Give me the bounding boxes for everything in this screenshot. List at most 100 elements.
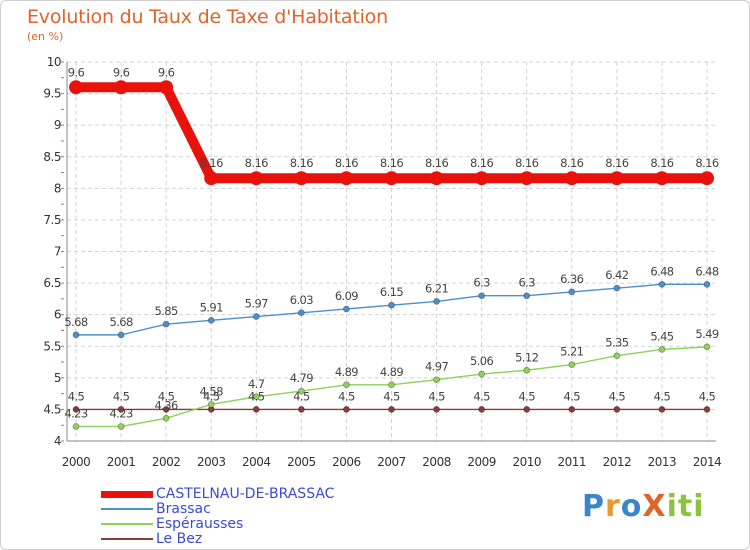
data-label-0: 8.16 <box>290 156 313 170</box>
data-label-3: 4.5 <box>518 389 535 403</box>
data-label-0: 9.6 <box>68 65 85 79</box>
data-point-3 <box>162 406 170 413</box>
x-tick-label: 2012 <box>603 455 632 469</box>
y-tick-label: 10 <box>47 55 61 69</box>
data-label-1: 6.36 <box>560 272 583 286</box>
x-tick-label: 2000 <box>62 455 91 469</box>
legend-item-brassac[interactable]: Brassac <box>101 501 211 517</box>
data-point-2 <box>162 414 170 422</box>
data-label-0: 8.16 <box>425 156 448 170</box>
data-label-1: 5.85 <box>155 304 178 318</box>
y-tick-label: 5.5 <box>43 339 61 353</box>
data-point-0 <box>609 171 624 186</box>
data-label-0: 8.16 <box>380 156 403 170</box>
legend-item-le-bez[interactable]: Le Bez <box>101 531 202 547</box>
data-label-1: 5.91 <box>200 300 223 314</box>
data-point-0 <box>114 80 129 95</box>
data-label-1: 6.3 <box>473 276 490 290</box>
data-label-0: 8.16 <box>470 156 493 170</box>
legend-item-castelnau[interactable]: CASTELNAU-DE-BRASSAC <box>101 486 334 502</box>
x-tick-label: 2002 <box>152 455 181 469</box>
data-label-0: 9.6 <box>113 65 130 79</box>
y-tick-label: 6 <box>54 308 61 322</box>
data-label-0: 8.16 <box>695 156 718 170</box>
data-label-0: 8.16 <box>515 156 538 170</box>
legend-swatch-esperausses <box>101 523 153 525</box>
data-point-3 <box>343 406 350 413</box>
data-label-1: 6.15 <box>380 285 403 299</box>
x-tick-label: 2001 <box>107 455 136 469</box>
data-label-2: 5.49 <box>695 327 718 341</box>
data-label-2: 4.7 <box>248 377 265 391</box>
y-tick-label: 4.5 <box>43 402 61 416</box>
data-label-1: 6.3 <box>518 276 535 290</box>
data-label-0: 8.16 <box>650 156 673 170</box>
data-point-0 <box>204 171 219 186</box>
data-point-2 <box>523 366 531 374</box>
data-label-2: 4.89 <box>335 365 358 379</box>
data-point-0 <box>700 171 714 186</box>
data-label-1: 5.68 <box>109 315 132 329</box>
data-label-3: 4.5 <box>654 389 671 403</box>
data-label-3: 4.5 <box>113 389 130 403</box>
data-point-1 <box>117 331 125 339</box>
y-tick-label: 6.5 <box>43 276 61 290</box>
y-tick-label: 8 <box>54 181 61 195</box>
data-point-2 <box>207 400 215 408</box>
data-point-1 <box>252 313 260 320</box>
brand-logo: ProXiti <box>582 489 705 524</box>
data-label-2: 5.35 <box>605 336 628 350</box>
data-point-0 <box>294 171 309 186</box>
data-label-1: 5.68 <box>64 315 87 329</box>
data-point-3 <box>568 406 576 413</box>
data-label-2: 4.58 <box>200 384 223 398</box>
x-tick-label: 2013 <box>648 455 677 469</box>
data-label-0: 8.16 <box>245 156 268 170</box>
data-label-3: 4.5 <box>248 389 265 403</box>
legend-item-esperausses[interactable]: Espérausses <box>101 516 243 532</box>
data-point-1 <box>388 301 395 309</box>
data-label-3: 4.5 <box>473 389 490 403</box>
data-label-3: 4.5 <box>203 389 220 403</box>
data-point-1 <box>568 288 576 296</box>
data-point-3 <box>117 406 125 413</box>
data-point-0 <box>519 171 534 186</box>
data-label-3: 4.5 <box>428 389 445 403</box>
data-point-3 <box>613 406 621 413</box>
x-tick-label: 2009 <box>467 455 496 469</box>
data-label-1: 6.21 <box>425 281 448 295</box>
data-point-2 <box>658 346 666 353</box>
x-tick-label: 2006 <box>332 455 361 469</box>
data-point-2 <box>297 387 305 395</box>
x-tick-label: 2011 <box>558 455 587 469</box>
data-point-3 <box>658 406 666 413</box>
data-point-3 <box>388 406 395 413</box>
data-label-2: 5.12 <box>515 350 538 364</box>
data-label-1: 6.09 <box>335 289 358 303</box>
legend-label-esperausses: Espérausses <box>156 516 244 532</box>
data-label-2: 4.23 <box>109 406 132 420</box>
data-point-1 <box>343 305 350 313</box>
unit-label: (en %) <box>27 30 64 43</box>
x-tick-label: 2007 <box>377 455 406 469</box>
data-point-2 <box>72 423 80 430</box>
data-label-2: 4.36 <box>155 398 178 412</box>
data-label-3: 4.5 <box>158 389 175 403</box>
data-point-1 <box>297 309 305 317</box>
data-label-3: 4.5 <box>293 389 310 403</box>
data-label-2: 5.21 <box>560 345 583 359</box>
y-tick-label: 9.5 <box>43 87 61 101</box>
data-point-3 <box>433 406 440 413</box>
data-label-0: 8.16 <box>560 156 583 170</box>
data-label-1: 6.48 <box>695 264 718 278</box>
data-label-3: 4.5 <box>609 389 626 403</box>
legend-label-castelnau: CASTELNAU-DE-BRASSAC <box>156 486 335 502</box>
data-point-2 <box>433 376 440 384</box>
data-point-1 <box>478 292 486 300</box>
data-point-0 <box>69 80 83 95</box>
data-label-1: 6.42 <box>605 268 628 282</box>
data-point-1 <box>658 280 666 288</box>
y-tick-label: 7 <box>54 245 61 259</box>
y-tick-label: 8.5 <box>43 150 61 164</box>
chart-title: Evolution du Taux de Taxe d'Habitation <box>27 6 388 28</box>
